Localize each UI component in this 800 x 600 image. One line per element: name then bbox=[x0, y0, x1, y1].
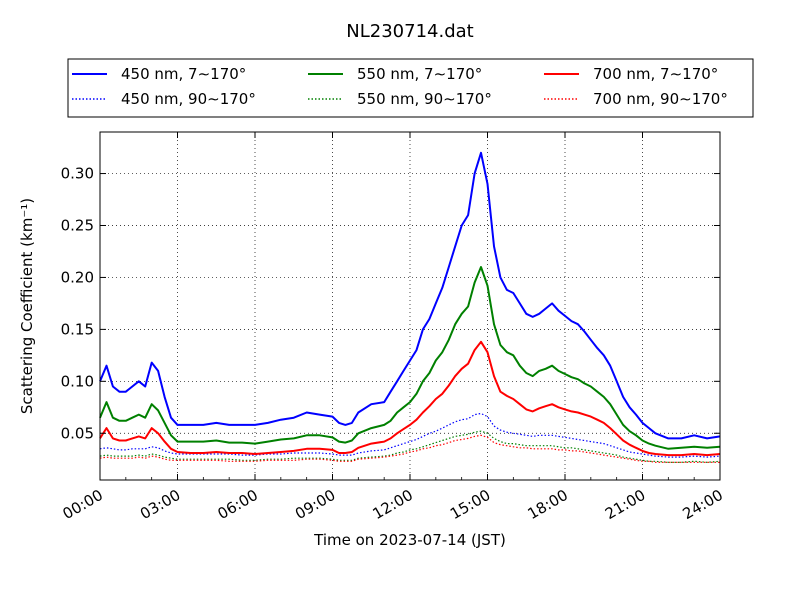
x-tick-label: 15:00 bbox=[447, 486, 493, 523]
x-axis-label: Time on 2023-07-14 (JST) bbox=[313, 531, 506, 549]
x-tick-label: 09:00 bbox=[292, 486, 338, 523]
y-tick-label: 0.10 bbox=[61, 372, 94, 390]
legend-label: 550 nm, 90∼170° bbox=[357, 90, 492, 108]
series-line bbox=[99, 340, 721, 457]
y-tick-label: 0.25 bbox=[61, 216, 94, 234]
x-tick-label: 21:00 bbox=[602, 486, 648, 523]
legend-label: 450 nm, 7∼170° bbox=[121, 65, 246, 83]
legend-label: 700 nm, 90∼170° bbox=[593, 90, 728, 108]
ticks: 00:00 03:00 06:00 09:00 12:00 15:00 18:00 21:00… bbox=[60, 132, 726, 523]
x-tick-label: 24:00 bbox=[680, 486, 726, 523]
y-tick-label: 0.05 bbox=[61, 424, 94, 442]
legend-label: 700 nm, 7∼170° bbox=[593, 65, 718, 83]
series-line bbox=[99, 266, 721, 450]
chart-title: NL230714.dat bbox=[346, 21, 473, 42]
x-tick-label: 03:00 bbox=[137, 486, 183, 523]
y-tick-label: 0.15 bbox=[61, 320, 94, 338]
x-tick-label: 18:00 bbox=[525, 486, 571, 523]
x-tick-label: 00:00 bbox=[60, 486, 106, 523]
legend-label: 450 nm, 90∼170° bbox=[121, 90, 256, 108]
y-axis-label: Scattering Coefficient (km⁻¹) bbox=[18, 198, 36, 414]
legend: 450 nm, 7∼170° 550 nm, 7∼170° 700 nm, 7∼17… bbox=[67, 58, 754, 118]
series-layer bbox=[99, 151, 721, 463]
series-line bbox=[99, 151, 721, 440]
legend-label: 550 nm, 7∼170° bbox=[357, 65, 482, 83]
y-tick-label: 0.20 bbox=[61, 268, 94, 286]
series-line bbox=[99, 430, 721, 463]
y-tick-label: 0.30 bbox=[61, 165, 94, 183]
x-tick-label: 12:00 bbox=[370, 486, 416, 523]
x-tick-label: 06:00 bbox=[215, 486, 261, 523]
legend-frame bbox=[67, 58, 754, 118]
